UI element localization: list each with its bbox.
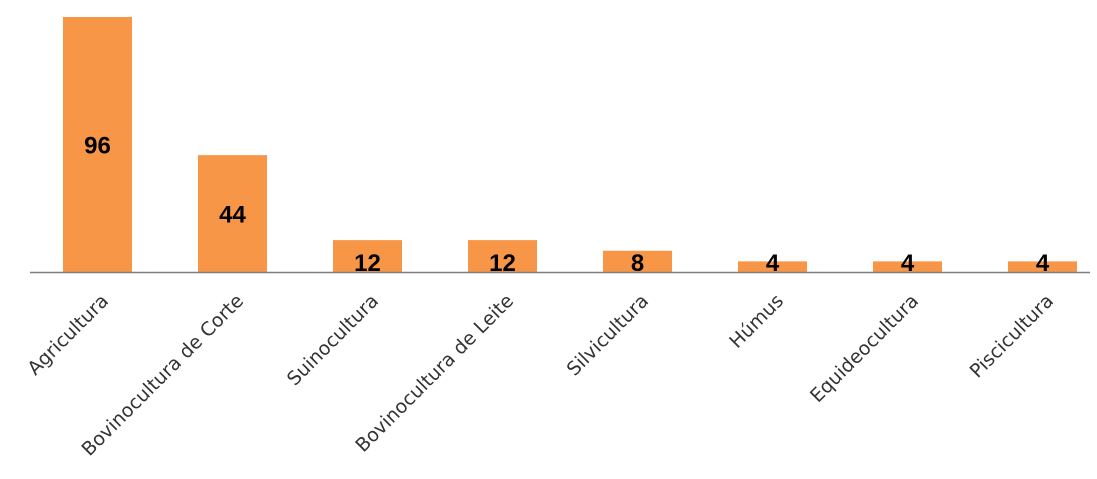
category-label-suinocultura: Suinocultura bbox=[283, 290, 383, 390]
value-label-agricultura: 96 bbox=[84, 133, 111, 160]
bar-piscicultura bbox=[1008, 261, 1077, 272]
bar-agricultura bbox=[63, 17, 132, 272]
value-label-suinocultura: 12 bbox=[354, 250, 381, 277]
category-label-agricultura: Agricultura bbox=[23, 290, 113, 380]
category-label-silvicultura: Silvicultura bbox=[563, 290, 653, 380]
category-label-bovinocultura-de-leite: Bovinocultura de Leite bbox=[351, 290, 518, 457]
bar-equideocultura bbox=[873, 261, 942, 272]
category-label-piscicultura: Piscicultura bbox=[966, 290, 1058, 382]
value-label-bovinocultura-de-leite: 12 bbox=[489, 250, 516, 277]
category-label-equideocultura: Equideocultura bbox=[806, 290, 923, 407]
category-label-humus: Húmus bbox=[725, 290, 788, 353]
category-label-bovinocultura-de-corte: Bovinocultura de Corte bbox=[77, 290, 248, 461]
bar-suinocultura bbox=[333, 240, 402, 272]
bar-humus bbox=[738, 261, 807, 272]
value-label-humus: 4 bbox=[766, 250, 780, 277]
bar-silvicultura bbox=[603, 250, 672, 272]
value-label-piscicultura: 4 bbox=[1036, 250, 1050, 277]
value-label-silvicultura: 8 bbox=[631, 250, 644, 277]
bar-bovinocultura-de-leite bbox=[468, 240, 537, 272]
value-label-equideocultura: 4 bbox=[901, 250, 915, 277]
value-label-bovinocultura-de-corte: 44 bbox=[219, 202, 246, 229]
bar-bovinocultura-de-corte bbox=[198, 155, 267, 272]
bars-layer bbox=[63, 17, 1077, 272]
